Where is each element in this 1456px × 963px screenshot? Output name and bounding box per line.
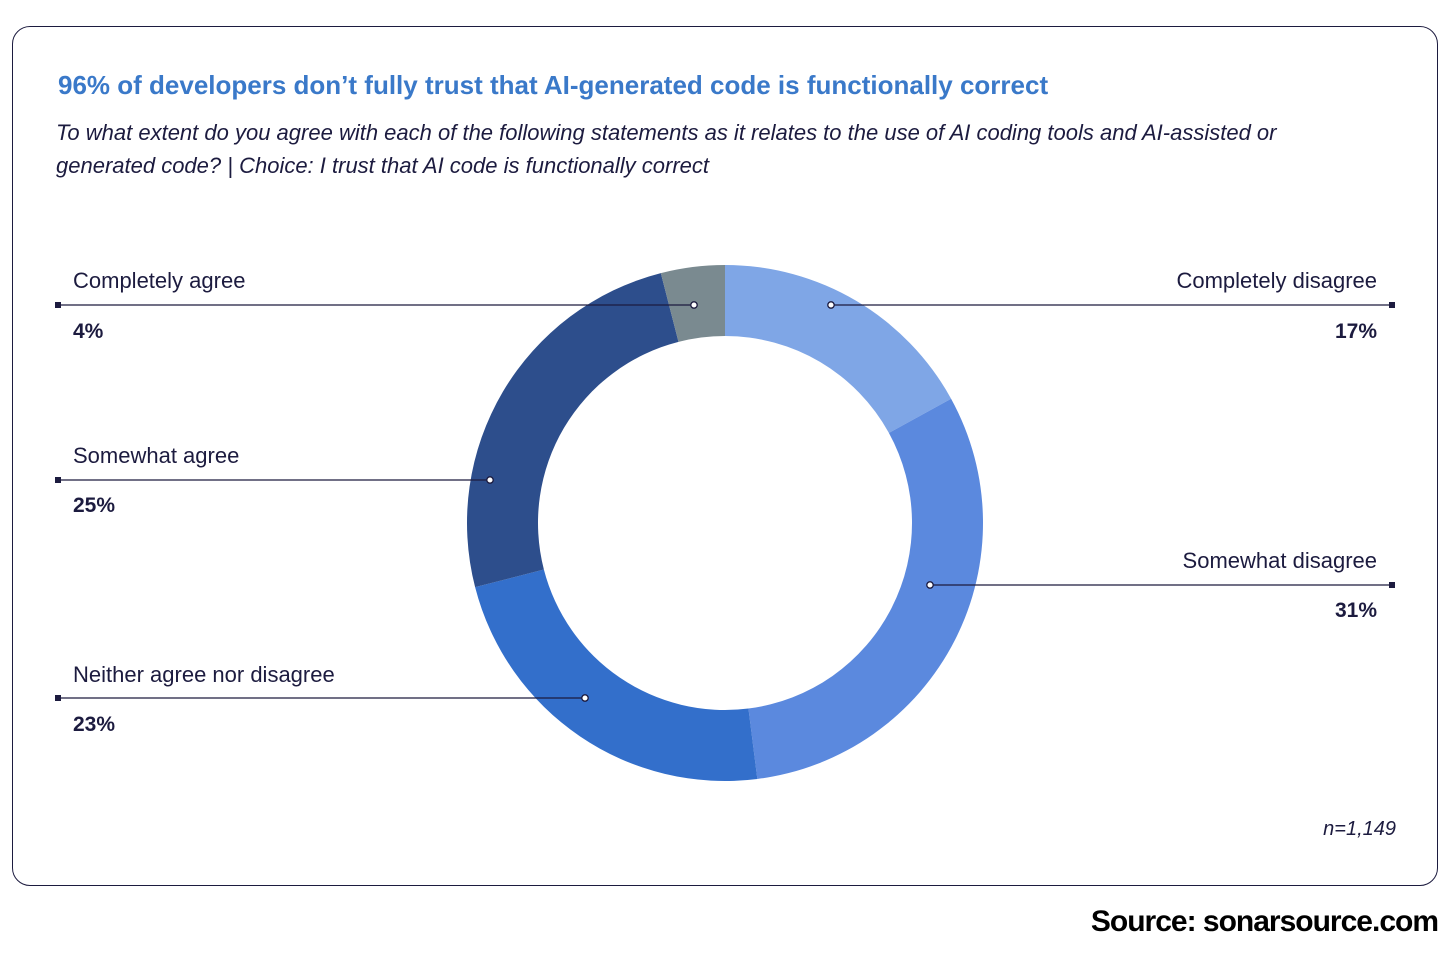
connector-dot-neither	[581, 694, 589, 702]
chart-subtitle: To what extent do you agree with each of…	[56, 120, 1277, 178]
donut-slice-neither	[475, 569, 758, 781]
connector-end-marker-neither	[55, 695, 61, 701]
connector-dot-somewhat-disagree	[926, 581, 934, 589]
connector-end-marker-somewhat-agree	[55, 477, 61, 483]
connector-end-marker-somewhat-disagree	[1389, 582, 1395, 588]
legend-label-completely-disagree: Completely disagree	[1176, 268, 1377, 293]
connector-dot-completely-disagree	[827, 301, 835, 309]
connector-dot-completely-agree	[690, 301, 698, 309]
source-credit: Source: sonarsource.com	[1090, 905, 1439, 938]
value-label-neither: 23%	[73, 713, 116, 736]
legend-label-neither: Neither agree nor disagree	[73, 662, 335, 687]
value-label-completely-agree: 4%	[73, 320, 104, 343]
legend-label-completely-agree: Completely agree	[73, 268, 246, 293]
connector-dot-somewhat-agree	[486, 476, 494, 484]
legend-label-somewhat-disagree: Somewhat disagree	[1182, 548, 1377, 573]
donut-slice-somewhat-disagree	[748, 398, 983, 779]
value-label-completely-disagree: 17%	[1334, 320, 1377, 343]
legend-label-somewhat-agree: Somewhat agree	[73, 443, 240, 468]
value-label-somewhat-disagree: 31%	[1334, 599, 1377, 622]
sample-size-note: n=1,149	[1323, 818, 1396, 840]
chart-title: 96% of developers don’t fully trust that…	[58, 70, 1049, 100]
donut-slice-completely-disagree	[725, 265, 952, 433]
value-label-somewhat-agree: 25%	[73, 494, 116, 517]
donut-slice-somewhat-agree	[466, 273, 679, 588]
connector-end-marker-completely-agree	[55, 302, 61, 308]
connector-end-marker-completely-disagree	[1389, 302, 1395, 308]
